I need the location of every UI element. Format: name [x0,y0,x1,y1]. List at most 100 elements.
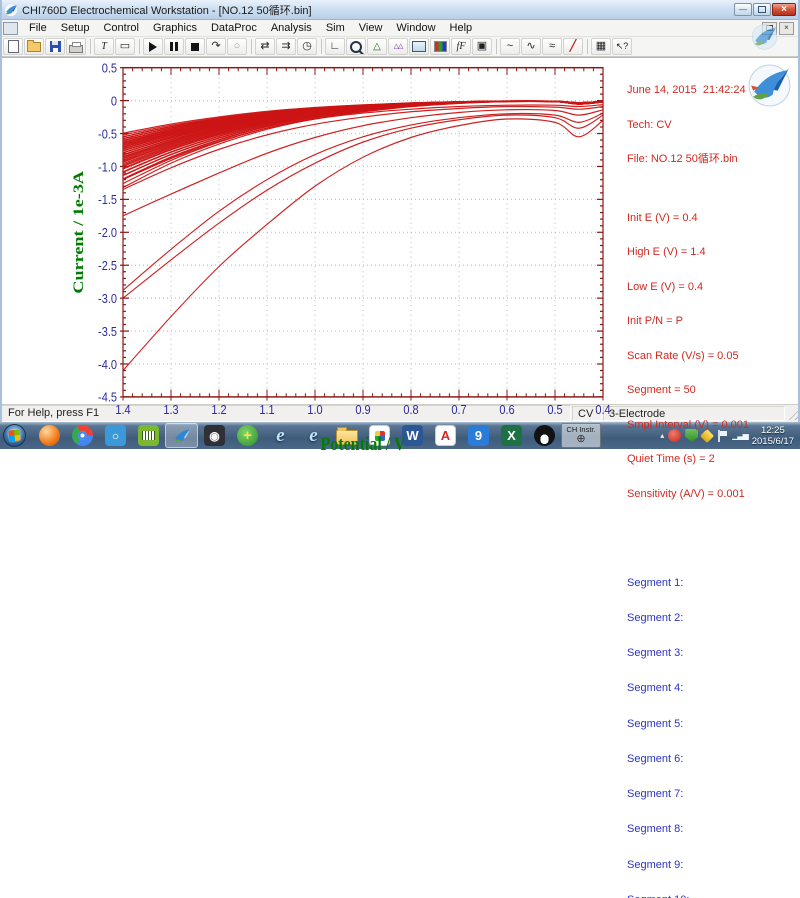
media-player-icon: ◉ [204,425,225,446]
menu-view[interactable]: View [358,22,383,34]
stop-icon [191,42,199,51]
taskbar-item-antivirus[interactable]: + [231,423,264,448]
toolbar-separator [321,39,322,54]
tray-shield-icon[interactable] [685,429,699,442]
context-help-icon: ↖? [615,41,629,51]
svg-text:Current / 1e-3A: Current / 1e-3A [69,171,86,294]
taskbar-item-browser[interactable] [33,423,66,448]
minimize-button[interactable]: — [734,3,752,16]
menu-graphics[interactable]: Graphics [152,22,197,34]
tray-icon-red[interactable] [668,429,682,442]
taskbar-item-ie[interactable]: e [264,423,297,448]
param-smpl-interval: Smpl Interval (V) = 0.001 [627,418,749,431]
status-help-text: For Help, press F1 [1,405,571,422]
toolbar-separator [251,39,252,54]
menu-sim[interactable]: Sim [325,22,345,34]
tray-flag-icon[interactable] [716,429,728,442]
ie-icon: e [276,425,285,446]
svg-text:-1.5: -1.5 [98,192,117,207]
peak-cathodic-button[interactable]: △△ [388,38,408,55]
frame-tool-button[interactable]: ▭ [115,38,135,55]
run-experiment-button[interactable] [143,38,163,55]
toolbar-separator [90,39,91,54]
text-tool-button[interactable]: T [94,38,114,55]
svg-text:-3.5: -3.5 [98,324,117,339]
font-icon: fF [456,40,466,52]
pdf-icon: A [435,425,456,446]
network-signal-icon[interactable]: ▁▃▅ [732,431,749,440]
integrate-button[interactable]: ≈ [542,38,562,55]
timer-icon: ◷ [302,40,312,52]
new-file-button[interactable] [3,38,23,55]
taskbar-item-qq[interactable] [528,423,561,448]
close-button[interactable]: × [772,3,796,16]
menu-window[interactable]: Window [396,22,436,34]
taskbar-item-qq-app[interactable]: 9 [462,423,495,448]
font-button[interactable]: fF [451,38,471,55]
color-legend-button[interactable] [430,38,450,55]
copy-graph-button[interactable]: ▣ [472,38,492,55]
maximize-button[interactable] [753,3,771,16]
segment-item: Segment 7: [627,788,684,800]
steady-state-button[interactable]: ⇄ [255,38,275,55]
print-icon [69,41,83,53]
taskbar-item-netdisk[interactable]: ○ [99,423,132,448]
window-title: CHI760D Electrochemical Workstation - [N… [22,4,312,17]
reverse-scan-button[interactable]: ↷ [206,38,226,55]
mdi-close-button[interactable]: × [779,21,794,35]
taskbar-item-chrome[interactable] [66,423,99,448]
taskbar-item-ch-instr[interactable]: CH Instr. ⊕ [561,423,601,448]
blue-app-icon: 9 [468,425,489,446]
system-tray: ▴ ▁▃▅ 12:25 2015/6/17 [660,425,797,447]
svg-text:-1.0: -1.0 [98,159,117,174]
chi-logo-icon [748,64,791,107]
data-listing-button[interactable]: ▦ [591,38,611,55]
document-icon[interactable] [3,21,18,35]
taskbar-item-word[interactable]: W [396,423,429,448]
manual-result-button[interactable]: ∟ [325,38,345,55]
derivative-button[interactable]: ∿ [521,38,541,55]
smooth-button[interactable]: ~ [500,38,520,55]
menu-setup[interactable]: Setup [60,22,90,34]
taskbar-item-explorer[interactable] [330,423,363,448]
param-quiet-time: Quiet Time (s) = 2 [627,453,715,465]
taskbar-item-scanner[interactable] [132,423,165,448]
menu-control[interactable]: Control [103,22,139,34]
menu-dataproc[interactable]: DataProc [210,22,257,34]
taskbar-clock[interactable]: 12:25 2015/6/17 [752,425,794,447]
clock-time: 12:25 [760,424,785,436]
taskbar-item-media-player[interactable]: ◉ [198,423,231,448]
pause-button[interactable] [164,38,184,55]
baseline-button[interactable]: ╱ [563,38,583,55]
peak-anodic-button[interactable]: △ [367,38,387,55]
taskbar-item-excel[interactable]: X [495,423,528,448]
menu-bar: File Setup Control Graphics DataProc Ana… [0,20,800,37]
tray-expand-button[interactable]: ▴ [660,431,665,440]
segment-item: Segment 4: [627,682,684,695]
menu-analysis[interactable]: Analysis [270,22,312,34]
taskbar-item-pdf-reader[interactable]: A [429,423,462,448]
toolbar-separator [587,39,588,54]
taskbar-item-chi-app[interactable] [165,423,198,448]
param-low-e: Low E (V) = 0.4 [627,280,704,293]
context-help-button[interactable]: ↖? [612,38,632,55]
step-button[interactable]: ⇉ [276,38,296,55]
start-button[interactable] [3,424,26,447]
segment-item: Segment 5: [627,717,684,730]
menu-file[interactable]: File [29,22,47,34]
hold-button[interactable]: ○ [227,38,247,55]
open-file-button[interactable] [24,38,44,55]
zoom-button[interactable] [346,38,366,55]
mdi-restore-button[interactable] [762,21,777,35]
taskbar-item-ie-2[interactable]: e [297,423,330,448]
stop-button[interactable] [185,38,205,55]
taskbar-item-office-tool[interactable] [363,423,396,448]
menu-help[interactable]: Help [449,22,473,34]
display-options-icon [412,41,426,52]
run-icon [149,41,157,52]
segment-list: Segment 1: Segment 2: Segment 3: Segment… [627,554,799,898]
timer-button[interactable]: ◷ [297,38,317,55]
print-button[interactable] [66,38,86,55]
save-button[interactable] [45,38,65,55]
display-options-button[interactable] [409,38,429,55]
